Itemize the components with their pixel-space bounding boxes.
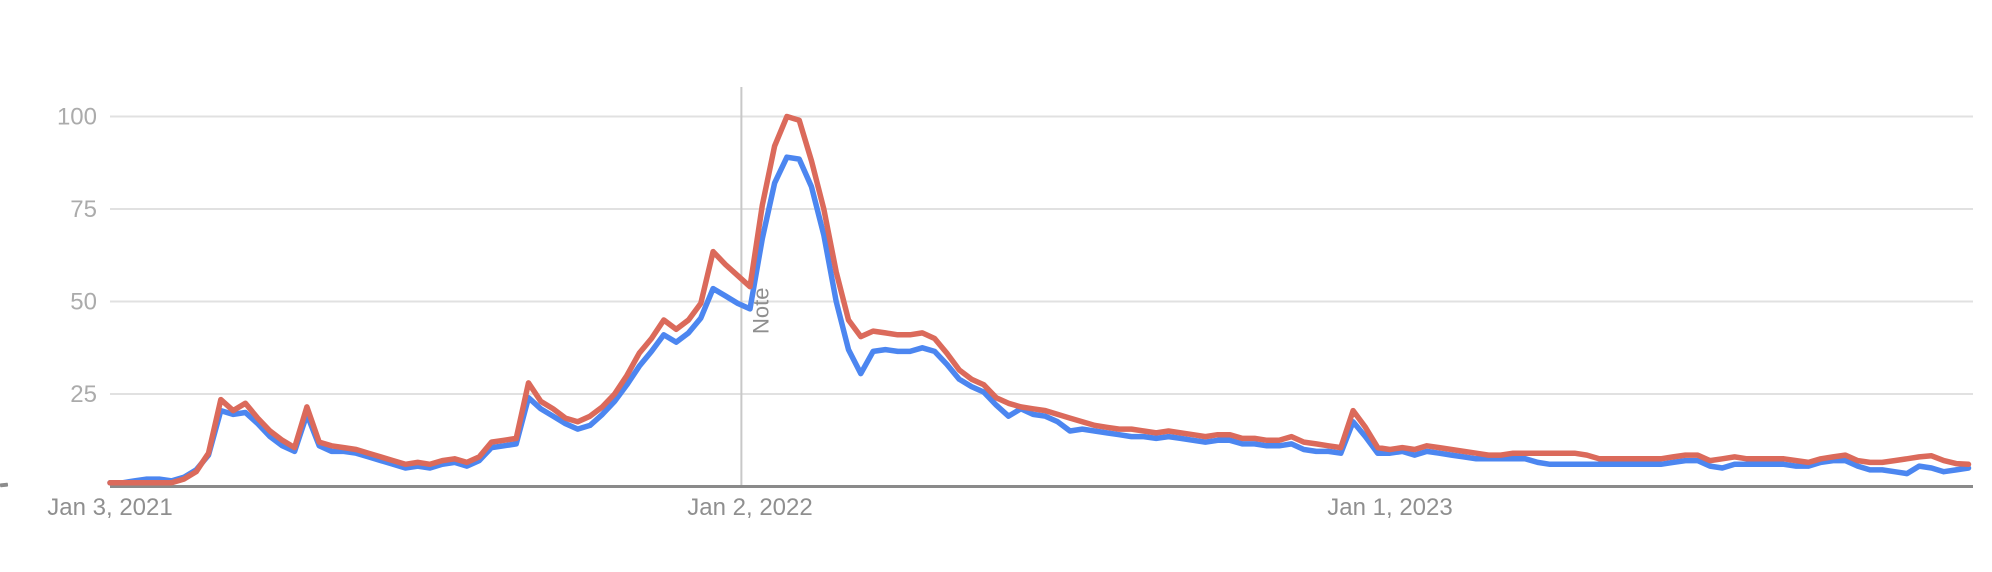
x-tick-label-0: Jan 3, 2021 xyxy=(47,494,172,521)
left-edge-artifact xyxy=(0,482,9,488)
x-tick-label-1: Jan 2, 2022 xyxy=(687,494,812,521)
series-line-red[interactable] xyxy=(107,113,1972,486)
series-line-blue[interactable] xyxy=(107,154,1972,486)
y-tick-label-50: 50 xyxy=(70,289,97,316)
y-tick-label-100: 100 xyxy=(57,104,97,131)
y-tick-label-75: 75 xyxy=(70,196,97,223)
note-annotation-label[interactable]: Note xyxy=(748,288,773,334)
x-tick-label-2: Jan 1, 2023 xyxy=(1327,494,1452,521)
y-tick-label-25: 25 xyxy=(70,381,97,408)
